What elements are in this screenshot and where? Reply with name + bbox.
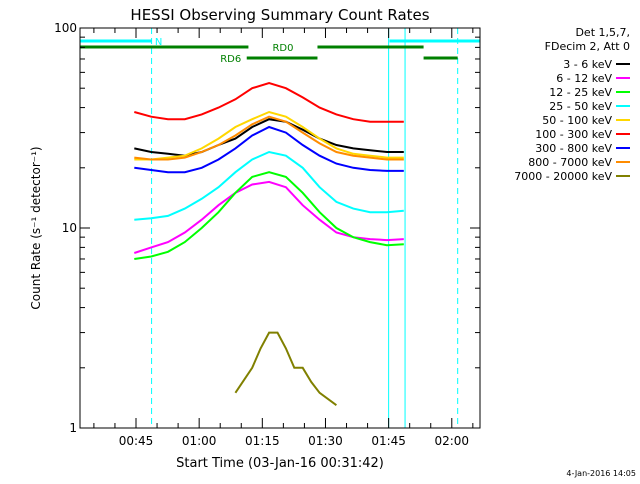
status-bar-label-rd0: RD0 <box>272 43 293 54</box>
series-line-12-25-kev <box>134 171 404 260</box>
x-tick-label: 01:45 <box>371 434 406 448</box>
status-bar-label-rd6: RD6 <box>220 54 241 65</box>
series-line-7000-20000-kev <box>234 331 337 407</box>
y-tick-label: 100 <box>54 21 77 35</box>
y-axis-label: Count Rate (s⁻¹ detector⁻¹) <box>29 146 43 309</box>
x-tick-label: 00:45 <box>119 434 154 448</box>
legend-label-7000-20000-kev: 7000 - 20000 keV <box>514 170 612 183</box>
y-tick-label: 1 <box>69 421 77 435</box>
plot-frame <box>79 27 481 429</box>
x-axis-label: Start Time (03-Jan-16 00:31:42) <box>176 456 384 471</box>
date-stamp: 4-Jan-2016 14:05 <box>566 469 636 478</box>
legend-header-line: FDecim 2, Att 0 <box>545 40 630 53</box>
y-axis-ticks: 1 10 100 <box>54 21 480 435</box>
status-bar-label-n: N <box>155 37 162 48</box>
legend-label-100-300-kev: 100 - 300 keV <box>535 128 612 141</box>
attenuator-bars: N RD0 RD6 <box>80 37 480 65</box>
series-line-6-12-kev <box>133 180 404 254</box>
vertical-markers <box>151 28 459 428</box>
series-line-800-7000-kev <box>134 115 404 161</box>
series-group <box>133 82 404 407</box>
x-axis-ticks: 00:45 01:00 01:15 01:30 01:45 02:00 <box>93 28 474 448</box>
series-line-50-100-kev <box>134 110 404 161</box>
legend-label-800-7000-kev: 800 - 7000 keV <box>528 156 612 169</box>
series-line-3-6-kev <box>134 118 404 157</box>
x-tick-label: 02:00 <box>434 434 469 448</box>
x-tick-label: 01:30 <box>308 434 343 448</box>
legend-label-12-25-kev: 12 - 25 keV <box>549 86 612 99</box>
chart-title: HESSI Observing Summary Count Rates <box>130 6 429 24</box>
series-line-100-300-kev <box>134 82 404 123</box>
series-line-25-50-kev <box>134 150 404 221</box>
legend-label-3-6-kev: 3 - 6 keV <box>563 58 612 71</box>
legend-header-line: Det 1,5,7, <box>575 26 630 39</box>
legend-label-300-800-kev: 300 - 800 keV <box>535 142 612 155</box>
x-tick-label: 01:15 <box>245 434 280 448</box>
x-tick-label: 01:00 <box>182 434 217 448</box>
legend-label-25-50-kev: 25 - 50 keV <box>549 100 612 113</box>
series-line-300-800-kev <box>134 125 404 174</box>
y-tick-label: 10 <box>62 221 77 235</box>
legend-label-50-100-kev: 50 - 100 keV <box>542 114 612 127</box>
legend-label-6-12-kev: 6 - 12 keV <box>556 72 612 85</box>
